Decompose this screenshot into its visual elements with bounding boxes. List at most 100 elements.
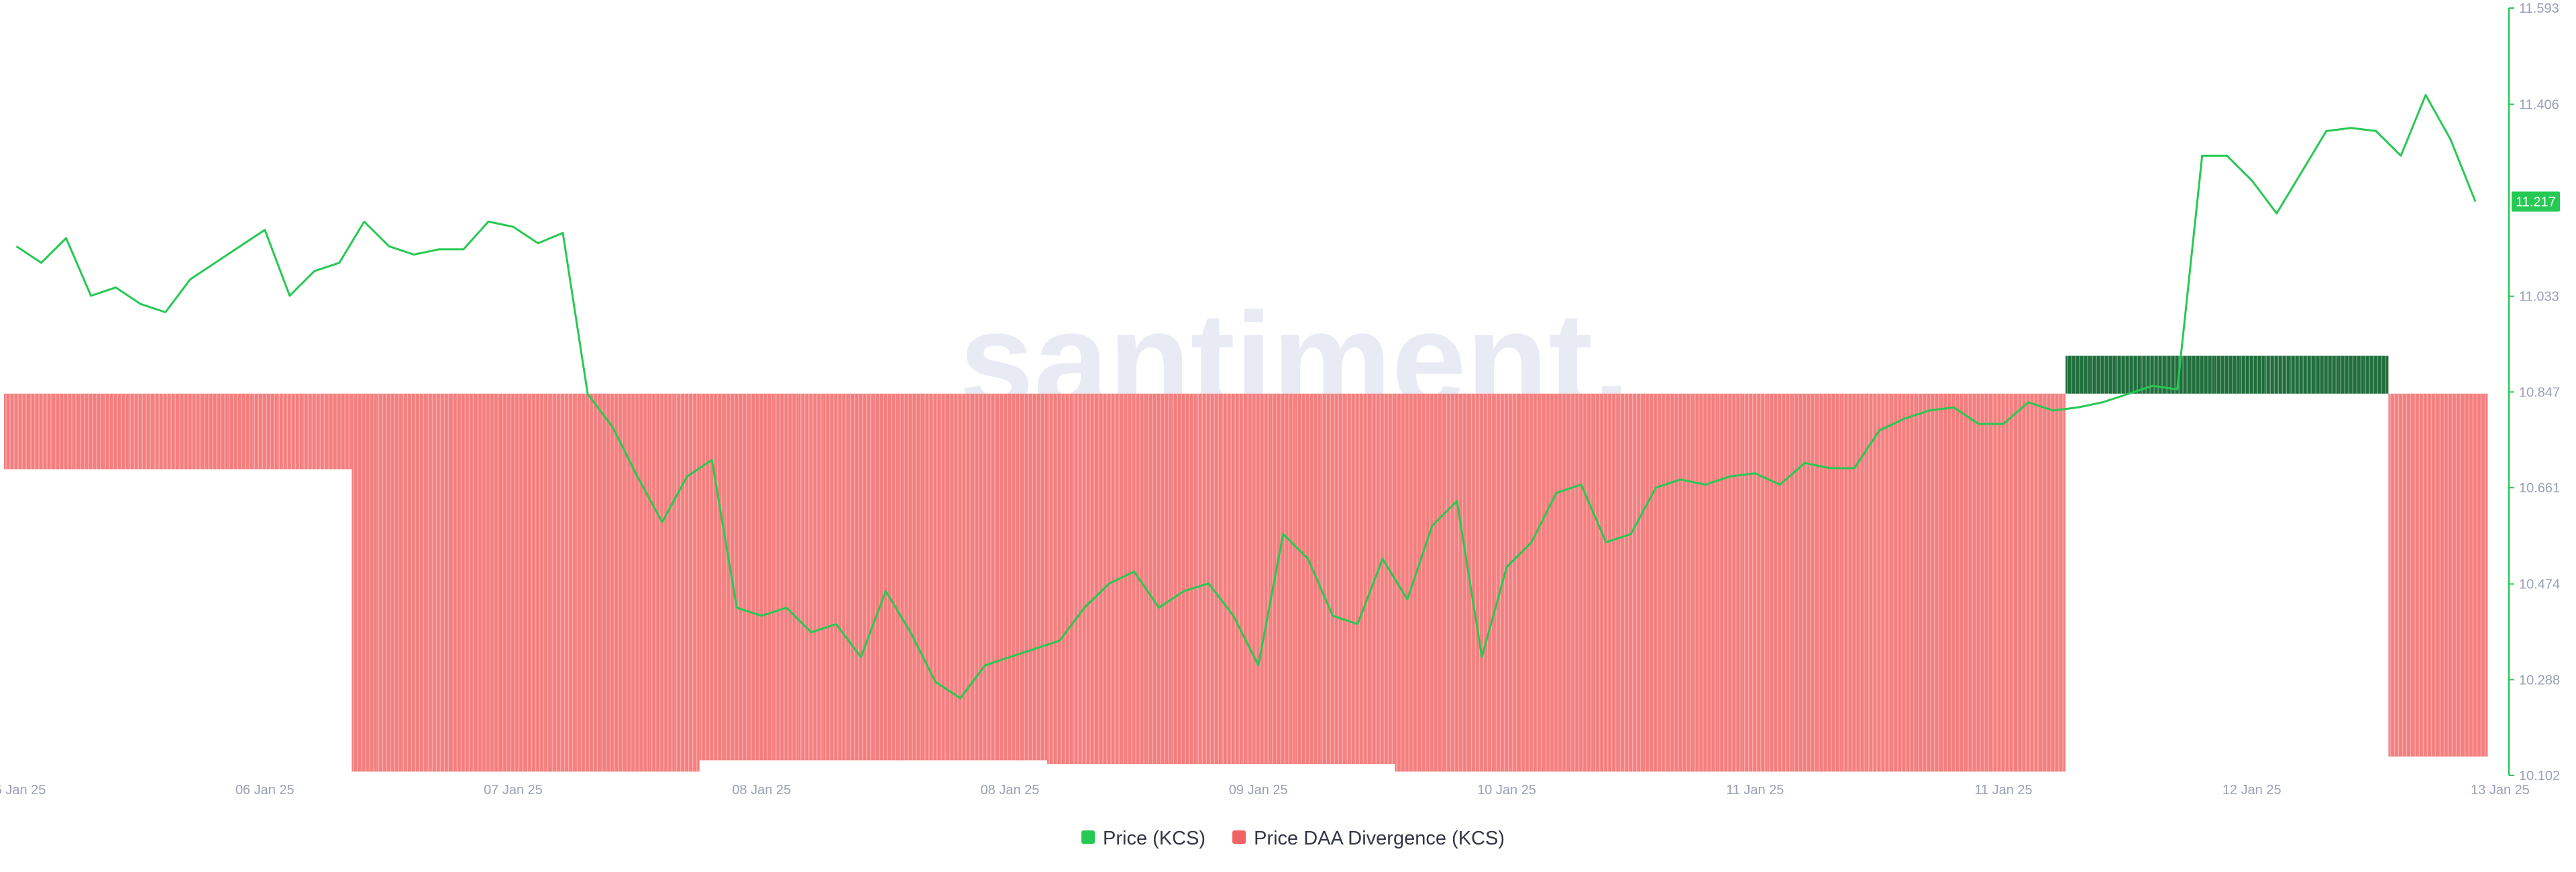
divergence-bar — [600, 393, 625, 772]
divergence-bar — [426, 393, 451, 772]
divergence-bar — [674, 393, 700, 772]
divergence-bar — [848, 393, 873, 761]
divergence-bar — [1171, 393, 1197, 765]
divergence-bar — [178, 393, 203, 470]
divergence-bar — [2041, 393, 2066, 772]
divergence-bar — [724, 393, 749, 761]
x-tick-label: 12 Jan 25 — [2222, 783, 2282, 798]
divergence-bar — [699, 393, 724, 761]
divergence-bar — [1693, 393, 1718, 772]
divergence-bar — [2413, 393, 2438, 757]
divergence-bar — [2016, 393, 2041, 772]
current-value-label: 11.217 — [2516, 195, 2556, 209]
divergence-bar — [1022, 393, 1048, 761]
divergence-bar — [401, 393, 427, 772]
divergence-bar — [1047, 393, 1073, 765]
divergence-bar — [1444, 393, 1470, 772]
legend: Price (KCS) Price DAA Divergence (KCS) — [1081, 828, 1505, 849]
divergence-bar — [1941, 393, 1966, 772]
divergence-bar — [1966, 393, 1991, 772]
divergence-bar — [1519, 393, 1544, 772]
legend-swatch — [1081, 830, 1095, 844]
divergence-bar — [2264, 356, 2290, 394]
divergence-bar — [1320, 393, 1346, 765]
divergence-bar — [575, 393, 600, 772]
divergence-bar — [302, 393, 327, 470]
y-tick-label: 11.033 — [2519, 290, 2559, 305]
divergence-bar — [1395, 393, 1420, 772]
divergence-bar — [2388, 393, 2414, 757]
divergence-bar — [997, 393, 1023, 761]
divergence-bar — [252, 393, 278, 470]
y-tick-label: 11.593 — [2519, 1, 2559, 16]
divergence-bar — [1717, 393, 1743, 772]
divergence-bar — [277, 393, 303, 470]
divergence-bar — [352, 393, 377, 772]
divergence-bar — [525, 393, 551, 772]
divergence-bar — [2314, 356, 2339, 394]
divergence-bar — [972, 393, 998, 761]
divergence-bar — [1544, 393, 1569, 772]
x-tick-label: 09 Jan 25 — [1229, 783, 1288, 798]
divergence-bar — [1990, 393, 2017, 772]
divergence-bar — [1866, 393, 1892, 772]
divergence-bar — [2190, 356, 2215, 394]
x-tick-label: 05 Jan 25 — [0, 783, 46, 798]
divergence-bar — [823, 393, 849, 761]
divergence-bar — [2065, 356, 2091, 394]
divergence-bar — [649, 393, 675, 772]
divergence-bar — [873, 393, 898, 761]
divergence-bar — [1146, 393, 1172, 765]
divergence-bar — [922, 393, 948, 761]
divergence-bar — [1419, 393, 1445, 772]
y-tick-label: 10.661 — [2519, 481, 2560, 496]
divergence-bar — [2339, 356, 2364, 394]
x-tick-label: 11 Jan 25 — [1974, 783, 2032, 798]
divergence-bar — [1568, 393, 1594, 772]
divergence-bar — [2438, 393, 2463, 757]
divergence-bar — [625, 393, 650, 772]
divergence-bar — [451, 393, 476, 772]
divergence-bar — [1916, 393, 1941, 772]
divergence-bar — [1122, 393, 1147, 765]
y-tick-label: 10.474 — [2519, 578, 2560, 592]
divergence-bar — [2214, 356, 2240, 394]
divergence-bar — [798, 393, 824, 761]
divergence-bar — [550, 393, 576, 772]
divergence-bar — [1742, 393, 1768, 772]
divergence-bar — [1494, 393, 1519, 772]
divergence-bar — [1767, 393, 1792, 772]
divergence-bar — [2363, 356, 2389, 394]
divergence-bar — [2289, 356, 2314, 394]
divergence-bar — [1891, 393, 1917, 772]
x-tick-label: 07 Jan 25 — [484, 783, 543, 798]
divergence-bar — [1469, 393, 1495, 772]
legend-label: Price (KCS) — [1103, 828, 1205, 849]
divergence-bar — [1593, 393, 1619, 772]
divergence-bar — [2090, 356, 2116, 394]
divergence-bar — [500, 393, 526, 772]
x-tick-label: 08 Jan 25 — [981, 783, 1040, 798]
divergence-bar — [1668, 393, 1693, 772]
y-tick-label: 10.847 — [2519, 385, 2560, 400]
x-tick-label: 06 Jan 25 — [235, 783, 294, 798]
divergence-bar — [1817, 393, 1842, 772]
divergence-bar — [29, 393, 54, 470]
price-line — [15, 94, 2477, 700]
divergence-bar — [1246, 393, 1271, 765]
divergence-bar — [1643, 393, 1668, 772]
current-value-badge — [2512, 191, 2560, 212]
divergence-bar — [947, 393, 973, 761]
divergence-bar — [3, 393, 30, 470]
divergence-bar — [128, 393, 154, 470]
divergence-bar — [1221, 393, 1246, 765]
divergence-bar — [376, 393, 402, 772]
divergence-bar — [1841, 393, 1867, 772]
divergence-bar — [773, 393, 799, 761]
divergence-bar — [1345, 393, 1371, 765]
divergence-bar — [103, 393, 129, 470]
divergence-bar — [2115, 356, 2141, 394]
x-tick-label: 11 Jan 25 — [1726, 783, 1784, 798]
